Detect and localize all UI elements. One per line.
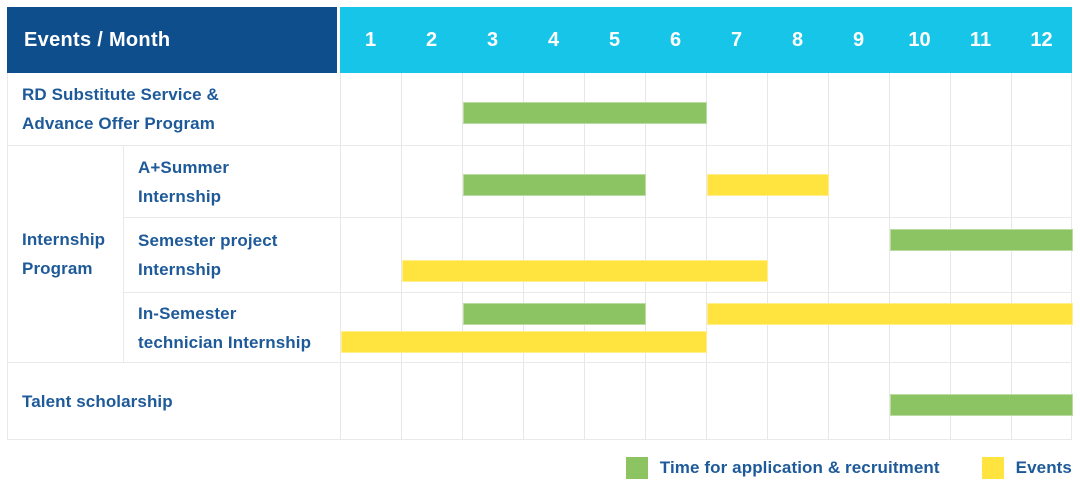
application-bar-months-10-12 (890, 229, 1073, 252)
events-swatch-icon (981, 457, 1004, 479)
month-number: 6 (669, 28, 682, 51)
month-number: 10 (908, 28, 931, 51)
month-number: 7 (730, 28, 743, 51)
event-bar-months-1-6 (341, 330, 707, 353)
label-line: In-Semester (138, 303, 237, 323)
legend: Time for application & recruitment Event… (625, 442, 1072, 494)
label-line: Internship (138, 186, 222, 206)
label-line: Program (22, 259, 93, 278)
month-header-1: 1 (340, 7, 401, 73)
timeline-in-semester-technician-internship (340, 293, 1073, 363)
label-line: Advance Offer Program (22, 114, 215, 133)
event-bar-months-7-8 (707, 174, 829, 197)
month-header-12: 12 (1011, 7, 1072, 73)
label-line: Talent scholarship (22, 391, 173, 411)
label-line: Internship (138, 260, 222, 279)
label-line: Internship (22, 230, 106, 249)
legend-item-application: Time for application & recruitment (625, 457, 940, 479)
application-bar-months-10-12 (890, 393, 1073, 416)
event-bar-months-2-7 (402, 259, 768, 282)
month-number: 2 (425, 28, 438, 51)
month-number: 4 (547, 28, 560, 51)
month-header-5: 5 (584, 7, 645, 73)
month-header-3: 3 (462, 7, 523, 73)
gantt-table: Events / Month 1 2 3 4 5 6 7 8 9 10 11 12 Internship… (7, 7, 1073, 440)
month-number: 5 (608, 28, 621, 51)
application-bar-months-3-6 (463, 101, 707, 124)
month-number: 1 (364, 28, 377, 51)
month-number: 3 (486, 28, 499, 51)
month-header-4: 4 (523, 7, 584, 73)
month-header-9: 9 (828, 7, 889, 73)
timeline-a-plus-summer-internship (340, 146, 1072, 218)
legend-label-application: Time for application & recruitment (659, 458, 940, 477)
event-bar-months-7-12 (707, 302, 1073, 325)
label-line: A+Summer (138, 157, 230, 177)
timeline-rd-substitute-service (340, 73, 1072, 146)
application-bar-months-3-5 (463, 302, 646, 325)
month-header-10: 10 (889, 7, 950, 73)
corner-header-label: Events / Month (24, 28, 171, 51)
row-label-semester-project-internship: Semester project Internship (123, 218, 340, 293)
month-header-8: 8 (767, 7, 828, 73)
row-label-a-plus-summer-internship: A+Summer Internship (123, 146, 340, 218)
label-line: technician Internship (138, 332, 312, 352)
group-label-internship-program: Internship Program (7, 146, 123, 363)
timeline-semester-project-internship (340, 218, 1073, 293)
month-header-2: 2 (401, 7, 462, 73)
month-number: 12 (1030, 28, 1053, 51)
application-swatch-icon (625, 457, 648, 479)
row-label-talent-scholarship: Talent scholarship (7, 363, 340, 440)
month-number: 11 (969, 28, 992, 51)
label-line: RD Substitute Service & (22, 85, 219, 104)
month-number: 8 (791, 28, 804, 51)
row-label-in-semester-technician-internship: In-Semester technician Internship (123, 293, 340, 363)
month-header-6: 6 (645, 7, 706, 73)
month-header-7: 7 (706, 7, 767, 73)
legend-label-events: Events (1015, 458, 1072, 477)
row-label-rd-substitute-service: RD Substitute Service & Advance Offer Pro… (7, 73, 340, 146)
legend-item-events: Events (981, 457, 1072, 479)
application-bar-months-3-5 (463, 174, 646, 197)
timeline-talent-scholarship (340, 363, 1073, 440)
label-line: Semester project (138, 231, 278, 250)
month-header-11: 11 (950, 7, 1011, 73)
corner-header-cell: Events / Month (7, 7, 337, 73)
month-number: 9 (852, 28, 865, 51)
